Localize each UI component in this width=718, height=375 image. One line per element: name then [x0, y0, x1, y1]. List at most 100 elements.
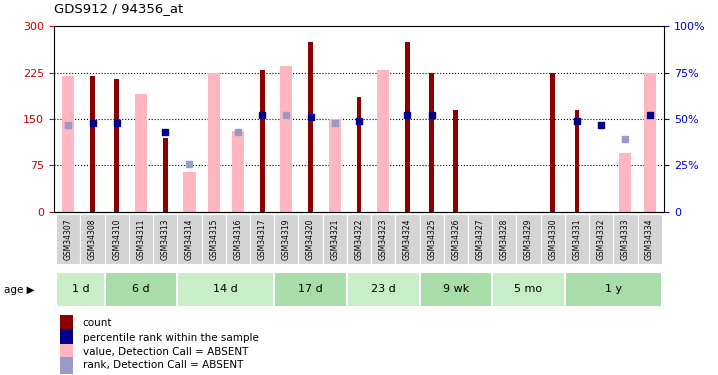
Point — [111, 120, 123, 126]
Bar — [468, 214, 493, 264]
Bar — [62, 76, 75, 212]
Bar — [419, 214, 444, 264]
Text: GSM34307: GSM34307 — [64, 218, 73, 260]
Bar — [493, 214, 516, 264]
Bar — [308, 42, 313, 212]
Text: GSM34314: GSM34314 — [185, 218, 194, 260]
Text: GSM34333: GSM34333 — [621, 218, 630, 260]
Text: 17 d: 17 d — [298, 284, 323, 294]
Bar — [80, 214, 105, 264]
Bar — [250, 214, 274, 264]
Bar — [60, 315, 73, 332]
Text: GSM34332: GSM34332 — [597, 218, 606, 260]
Point — [281, 112, 292, 118]
Text: value, Detection Call = ABSENT: value, Detection Call = ABSENT — [83, 347, 248, 357]
Text: GSM34315: GSM34315 — [209, 218, 218, 260]
Text: GSM34331: GSM34331 — [572, 218, 582, 260]
Bar — [347, 272, 419, 308]
Bar — [56, 272, 105, 308]
Text: 9 wk: 9 wk — [443, 284, 469, 294]
Bar — [429, 73, 434, 212]
Text: GSM34321: GSM34321 — [330, 218, 340, 260]
Point — [232, 129, 243, 135]
Bar — [396, 214, 419, 264]
Bar — [60, 344, 73, 361]
Bar — [347, 214, 371, 264]
Bar — [454, 110, 458, 212]
Point — [353, 118, 365, 124]
Bar — [60, 357, 73, 374]
Bar — [516, 214, 541, 264]
Bar — [177, 214, 202, 264]
Text: percentile rank within the sample: percentile rank within the sample — [83, 333, 258, 343]
Text: 5 mo: 5 mo — [515, 284, 543, 294]
Bar — [225, 214, 250, 264]
Text: rank, Detection Call = ABSENT: rank, Detection Call = ABSENT — [83, 360, 243, 370]
Bar — [565, 214, 589, 264]
Bar — [371, 214, 396, 264]
Bar — [163, 138, 168, 212]
Bar — [357, 98, 361, 212]
Text: GSM34311: GSM34311 — [136, 218, 146, 260]
Bar — [643, 73, 656, 212]
Point — [329, 120, 340, 126]
Bar — [550, 73, 555, 212]
Point — [572, 118, 583, 124]
Bar — [114, 79, 119, 212]
Text: GSM34327: GSM34327 — [475, 218, 485, 260]
Text: count: count — [83, 318, 112, 328]
Text: 23 d: 23 d — [370, 284, 396, 294]
Text: GSM34320: GSM34320 — [306, 218, 315, 260]
Bar — [90, 76, 95, 212]
Bar — [377, 70, 389, 212]
Text: GSM34334: GSM34334 — [645, 218, 654, 260]
Point — [401, 112, 413, 118]
Text: GSM34326: GSM34326 — [452, 218, 460, 260]
Bar — [565, 272, 662, 308]
Text: GSM34319: GSM34319 — [282, 218, 291, 260]
Bar — [329, 119, 341, 212]
Bar — [208, 73, 220, 212]
Point — [644, 112, 656, 118]
Text: age ▶: age ▶ — [4, 285, 34, 295]
Text: GSM34328: GSM34328 — [500, 218, 509, 260]
Text: GSM34329: GSM34329 — [524, 218, 533, 260]
Bar — [541, 214, 565, 264]
Text: GSM34325: GSM34325 — [427, 218, 436, 260]
Text: 1 d: 1 d — [72, 284, 89, 294]
Bar — [574, 110, 579, 212]
Text: GSM34330: GSM34330 — [549, 218, 557, 260]
Bar — [56, 214, 80, 264]
Text: GDS912 / 94356_at: GDS912 / 94356_at — [54, 2, 183, 15]
Text: GSM34310: GSM34310 — [112, 218, 121, 260]
Point — [620, 136, 631, 142]
Bar — [232, 132, 244, 212]
Point — [256, 112, 268, 118]
Bar — [153, 214, 177, 264]
Bar — [638, 214, 662, 264]
Text: 14 d: 14 d — [213, 284, 238, 294]
Bar — [405, 42, 410, 212]
Text: GSM34324: GSM34324 — [403, 218, 412, 260]
Bar — [135, 94, 147, 212]
Bar — [202, 214, 225, 264]
Bar — [299, 214, 322, 264]
Bar — [105, 272, 177, 308]
Bar — [419, 272, 493, 308]
Bar — [105, 214, 129, 264]
Text: GSM34322: GSM34322 — [355, 218, 363, 260]
Bar — [620, 153, 631, 212]
Text: GSM34308: GSM34308 — [88, 218, 97, 260]
Bar — [493, 272, 565, 308]
Point — [595, 122, 607, 128]
Bar — [274, 214, 299, 264]
Point — [159, 129, 171, 135]
Bar — [444, 214, 468, 264]
Text: GSM34317: GSM34317 — [258, 218, 266, 260]
Point — [426, 112, 437, 118]
Text: 1 y: 1 y — [605, 284, 622, 294]
Bar — [60, 329, 73, 346]
Point — [87, 120, 98, 126]
Point — [184, 160, 195, 166]
Text: GSM34313: GSM34313 — [161, 218, 169, 260]
